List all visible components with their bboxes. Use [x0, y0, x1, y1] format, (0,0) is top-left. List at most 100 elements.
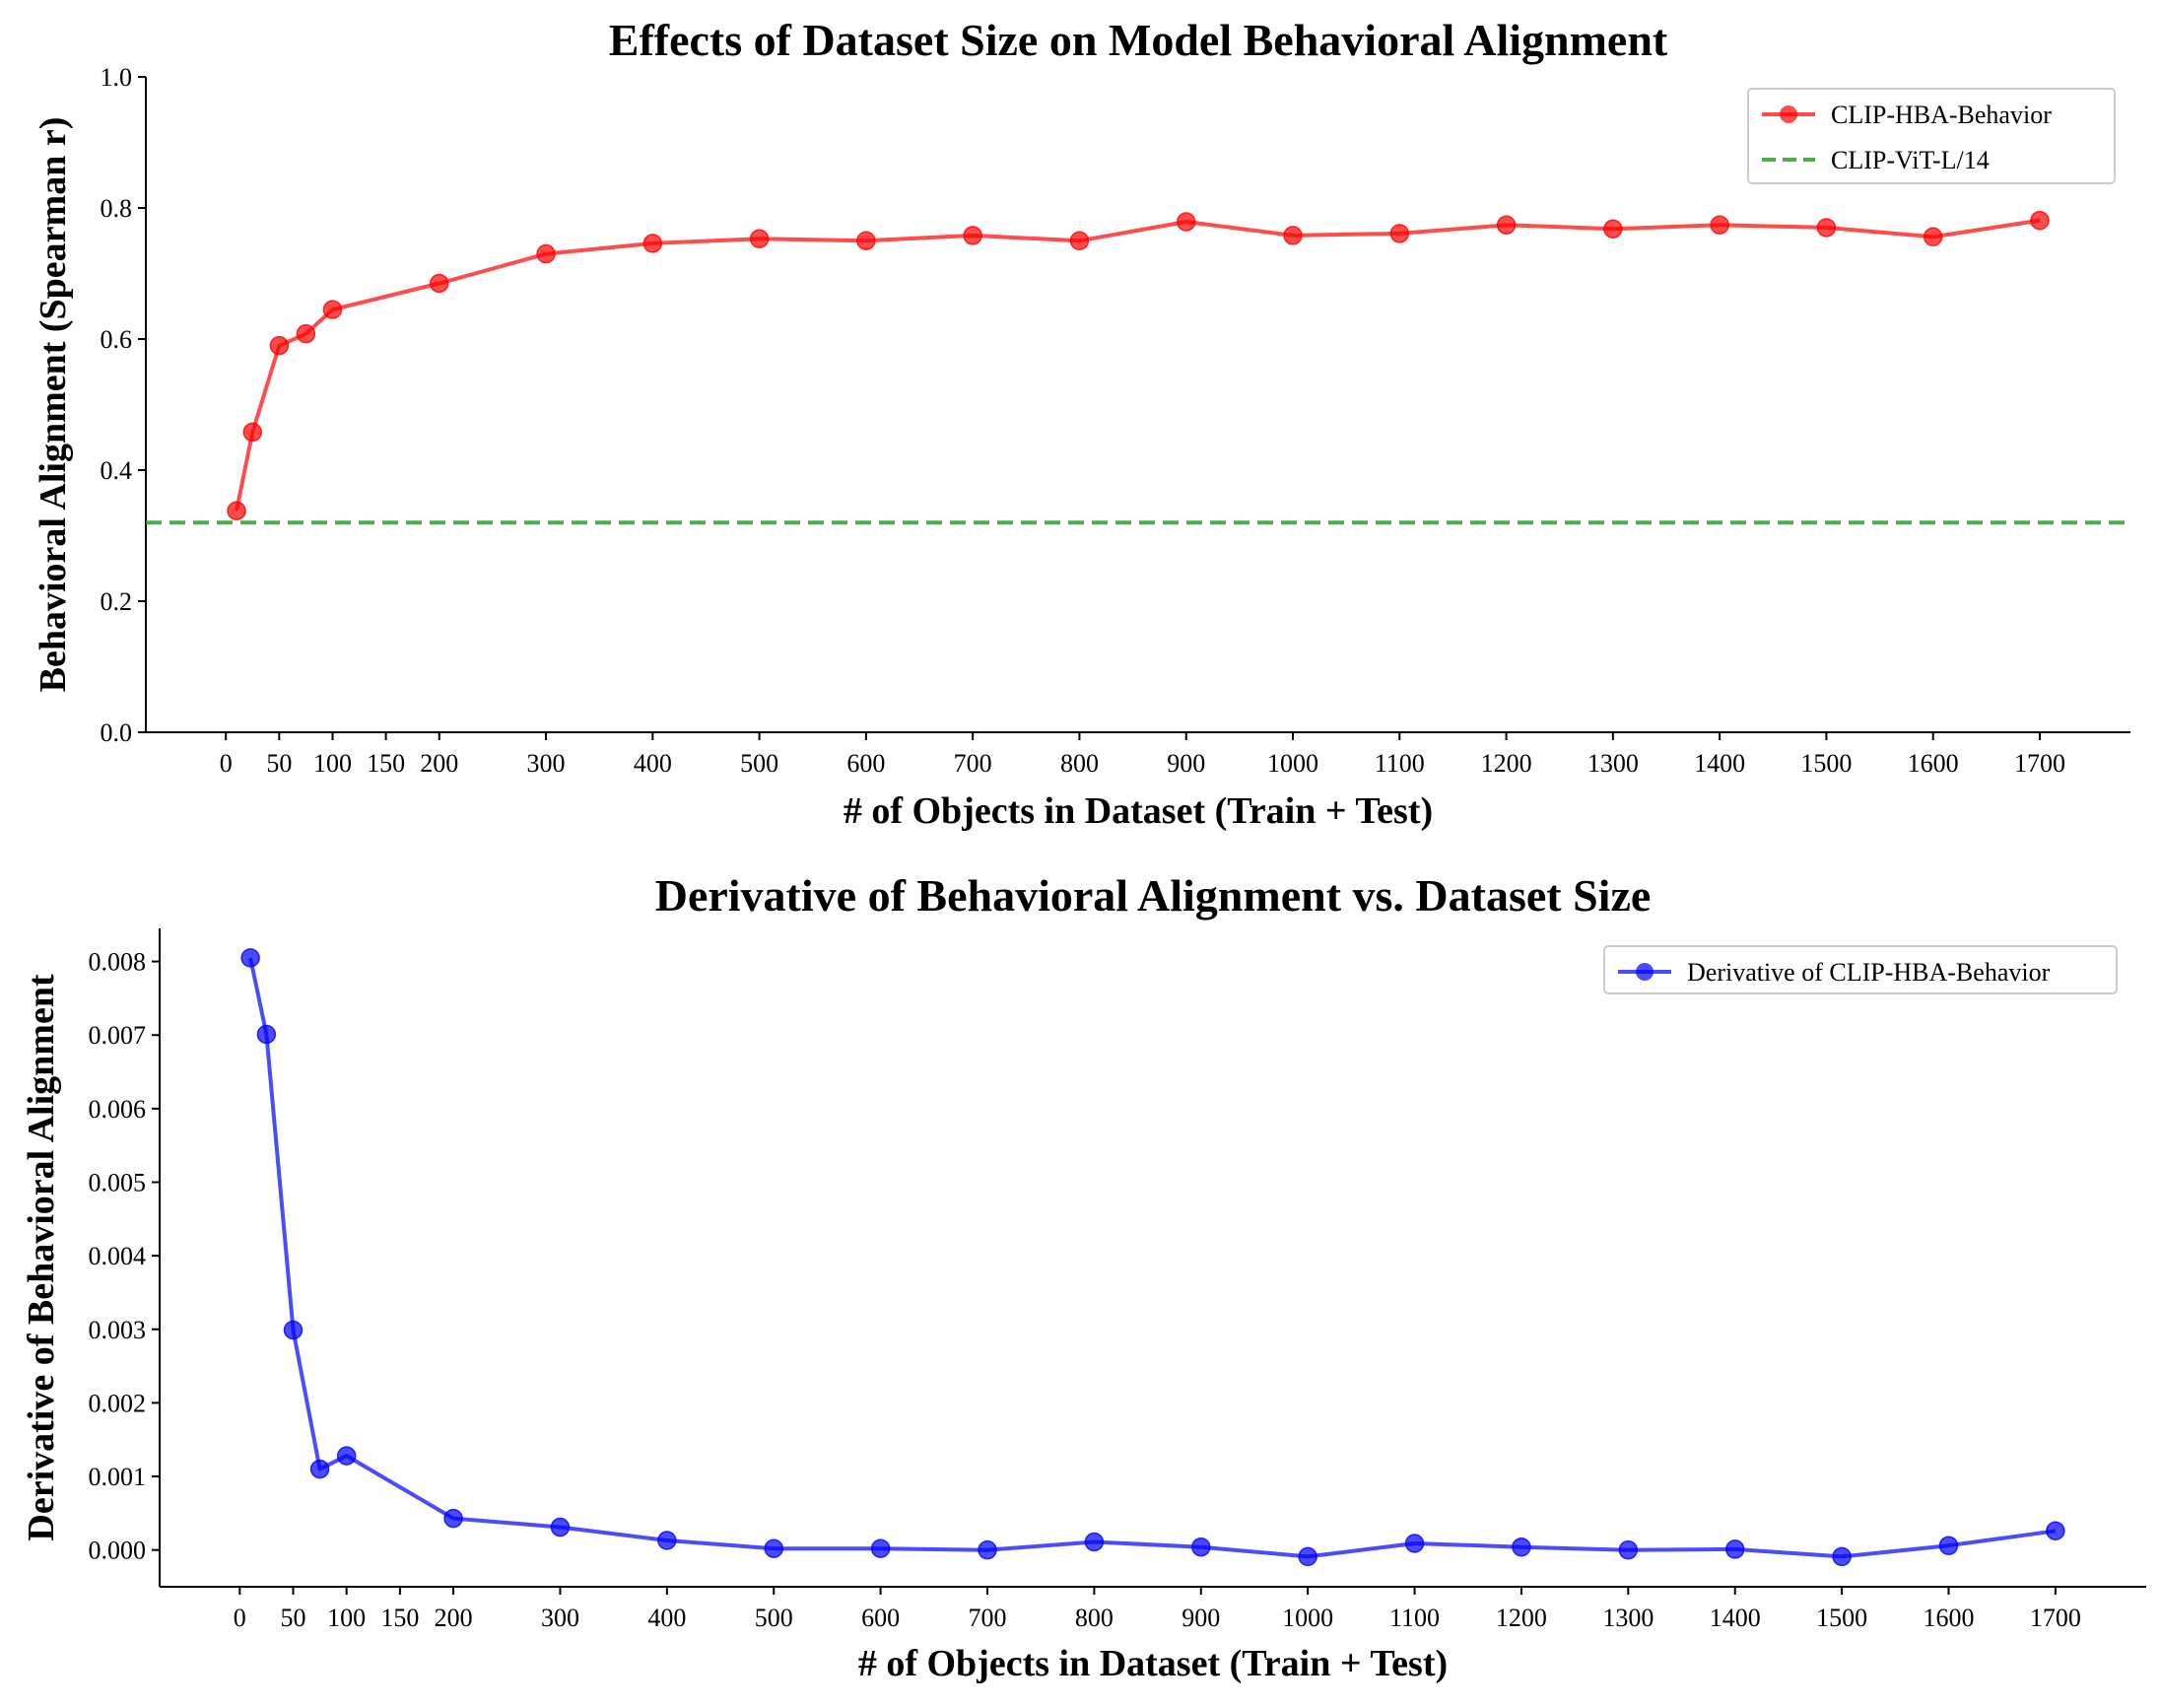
data-point [642, 234, 663, 253]
data-point [240, 948, 260, 968]
data-point [1283, 226, 1303, 245]
data-point [1938, 1536, 1959, 1555]
data-point [657, 1531, 677, 1550]
legend-label: Derivative of CLIP-HBA-Behavior [1687, 958, 2051, 987]
y-tick-label: 0.004 [89, 1242, 147, 1270]
data-point [256, 1024, 277, 1045]
x-tick-label: 900 [1167, 749, 1205, 778]
data-point [269, 335, 290, 356]
data-point [1923, 227, 1943, 247]
x-tick-label: 1400 [1694, 749, 1745, 778]
derivative-chart: Derivative of Behavioral Alignment vs. D… [21, 870, 2146, 1684]
x-tick-label: 600 [861, 1604, 900, 1632]
alignment-chart: Effects of Dataset Size on Model Behavio… [33, 15, 2130, 832]
data-point [430, 273, 449, 294]
data-point [536, 243, 556, 264]
x-tick-label: 500 [740, 749, 778, 778]
data-point [1404, 1534, 1425, 1553]
x-tick-label: 700 [954, 749, 992, 778]
y-tick-label: 1.0 [101, 63, 133, 92]
data-point [1710, 215, 1729, 236]
y-tick-label: 0.002 [89, 1389, 147, 1417]
x-tick-label: 1500 [1800, 749, 1852, 778]
y-tick-label: 0.6 [101, 325, 133, 354]
y-tick-label: 0.001 [89, 1463, 147, 1491]
x-tick-label: 1000 [1267, 749, 1318, 778]
y-tick-label: 0.006 [89, 1095, 147, 1124]
data-point [242, 422, 263, 443]
y-tick-label: 0.000 [89, 1537, 147, 1565]
x-tick-label: 1100 [1375, 749, 1425, 778]
y-tick-label: 0.007 [89, 1021, 147, 1050]
data-point [2046, 1521, 2065, 1541]
x-tick-label: 0 [220, 749, 233, 778]
x-tick-label: 1100 [1389, 1604, 1440, 1632]
legend-label: CLIP-HBA-Behavior [1831, 101, 2052, 129]
data-point [322, 300, 343, 319]
x-tick-label: 200 [420, 749, 458, 778]
data-point [856, 231, 876, 250]
data-point [1832, 1546, 1852, 1567]
data-point [443, 1508, 463, 1529]
chart-title: Derivative of Behavioral Alignment vs. D… [655, 870, 1652, 921]
data-point [1724, 1539, 1745, 1559]
x-tick-label: 900 [1182, 1604, 1220, 1632]
data-point [870, 1538, 891, 1558]
x-tick-label: 300 [541, 1604, 579, 1632]
x-tick-label: 1700 [2014, 749, 2065, 778]
legend-label: CLIP-ViT-L/14 [1831, 146, 1990, 174]
data-point [550, 1517, 571, 1537]
x-tick-label: 600 [846, 749, 885, 778]
legend-marker [1636, 963, 1654, 981]
data-point [963, 226, 982, 245]
y-tick-label: 0.8 [101, 194, 133, 223]
data-point [296, 323, 316, 344]
y-tick-label: 0.005 [89, 1168, 147, 1196]
x-tick-label: 800 [1060, 749, 1099, 778]
data-point [764, 1538, 783, 1558]
y-tick-label: 0.0 [101, 718, 133, 747]
x-tick-label: 100 [327, 1604, 366, 1632]
x-tick-label: 1200 [1496, 1604, 1547, 1632]
data-point [227, 501, 246, 520]
y-axis-label: Behavioral Alignment (Spearman r) [33, 117, 74, 693]
x-tick-label: 200 [435, 1604, 473, 1632]
x-tick-label: 1300 [1602, 1604, 1654, 1632]
series-derivative-of-clip-hba-behavior-line [248, 957, 2057, 1559]
x-axis-label: # of Objects in Dataset (Train + Test) [844, 790, 1433, 832]
data-point [1512, 1537, 1531, 1557]
x-tick-label: 1000 [1282, 1604, 1333, 1632]
data-point [749, 229, 770, 249]
x-tick-label: 50 [280, 1604, 305, 1632]
y-tick-label: 0.003 [89, 1316, 147, 1344]
x-tick-label: 400 [647, 1604, 686, 1632]
x-axis-label: # of Objects in Dataset (Train + Test) [858, 1643, 1448, 1684]
y-axis-label: Derivative of Behavioral Alignment [21, 974, 62, 1541]
data-point [1389, 224, 1410, 243]
y-tick-label: 0.2 [101, 587, 133, 616]
x-tick-label: 800 [1075, 1604, 1114, 1632]
x-tick-label: 50 [266, 749, 292, 778]
x-tick-label: 1300 [1587, 749, 1639, 778]
x-tick-label: 100 [313, 749, 352, 778]
data-point [1496, 215, 1517, 236]
legend-box [1603, 945, 2118, 994]
x-tick-label: 1700 [2030, 1604, 2081, 1632]
x-tick-label: 150 [367, 749, 405, 778]
legend-box [1747, 88, 2116, 184]
data-point [1816, 218, 1837, 238]
data-point [336, 1446, 357, 1466]
data-point [1069, 231, 1090, 250]
data-point [309, 1459, 330, 1479]
data-point [1084, 1532, 1105, 1552]
x-tick-label: 150 [380, 1604, 419, 1632]
data-point [978, 1539, 997, 1560]
data-point [1191, 1537, 1211, 1557]
legend-marker [1780, 105, 1797, 123]
data-point [1298, 1546, 1317, 1567]
x-tick-label: 1200 [1481, 749, 1532, 778]
series-clip-hba-behavior-line [235, 218, 2041, 512]
x-tick-label: 1500 [1816, 1604, 1867, 1632]
